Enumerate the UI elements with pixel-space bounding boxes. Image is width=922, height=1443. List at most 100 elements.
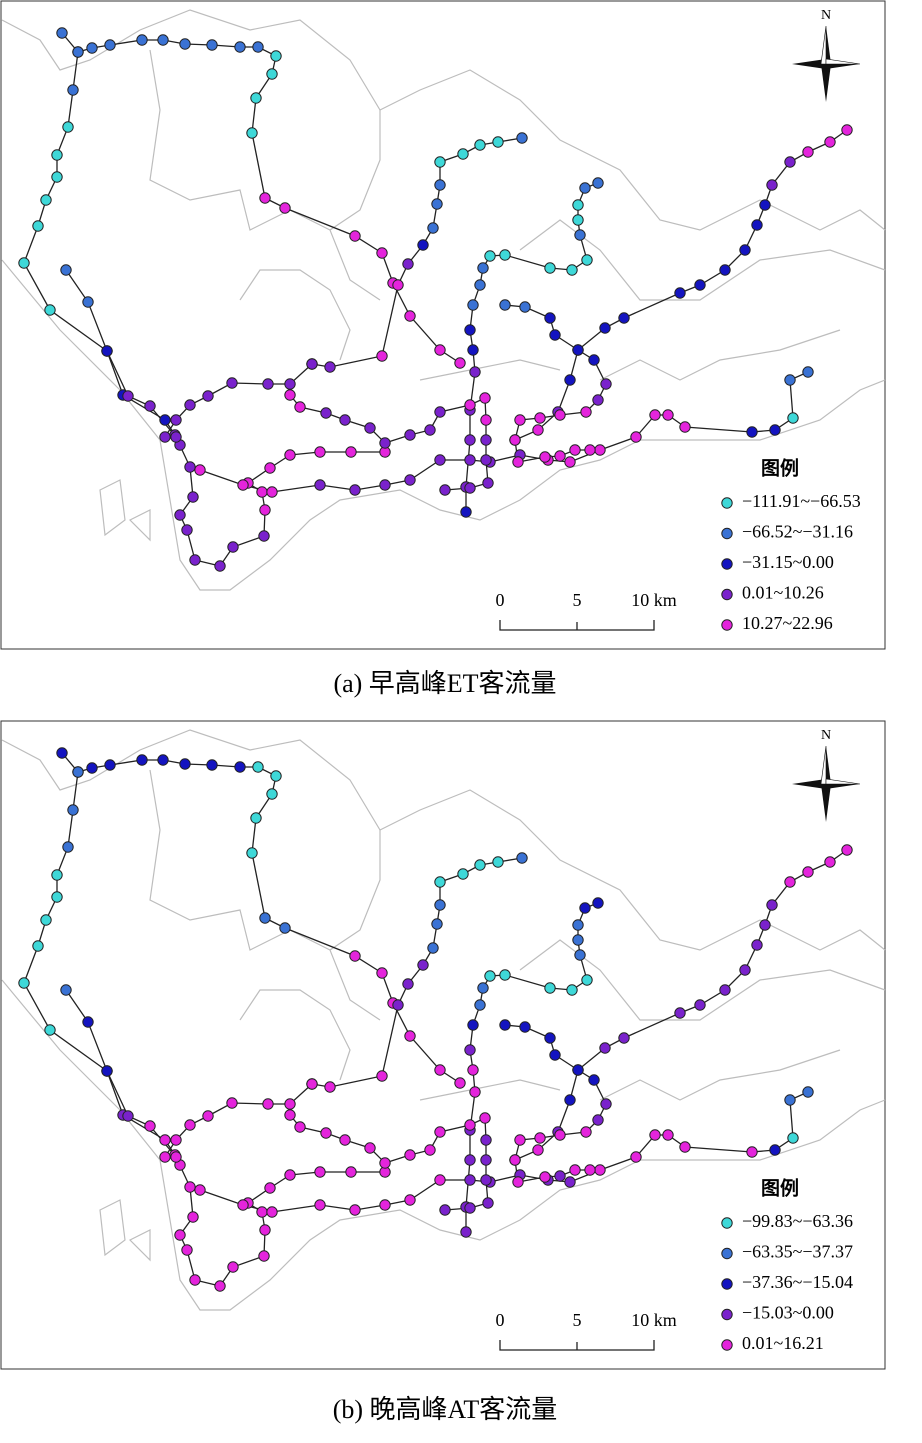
station <box>649 409 661 421</box>
station <box>237 479 249 491</box>
station <box>769 424 781 436</box>
station <box>467 344 479 356</box>
station <box>264 1182 276 1194</box>
boundary <box>519 219 886 301</box>
station <box>564 374 576 386</box>
station <box>554 450 566 462</box>
caption: (b) 晚高峰AT客流量 <box>333 1395 558 1424</box>
station <box>258 530 270 542</box>
station <box>694 279 706 291</box>
station <box>694 999 706 1011</box>
legend-label: 10.27~22.96 <box>742 613 833 633</box>
boundary <box>1 259 886 591</box>
station <box>349 1204 361 1216</box>
station <box>439 484 451 496</box>
station <box>266 1206 278 1218</box>
station <box>464 454 476 466</box>
station <box>379 479 391 491</box>
station <box>514 1134 526 1146</box>
station <box>404 474 416 486</box>
station <box>339 414 351 426</box>
station <box>599 322 611 334</box>
station <box>569 444 581 456</box>
station <box>841 844 853 856</box>
station <box>512 1176 524 1188</box>
station <box>769 1144 781 1156</box>
station <box>579 902 591 914</box>
station <box>284 449 296 461</box>
station <box>67 84 79 96</box>
station <box>314 1166 326 1178</box>
station <box>174 509 186 521</box>
station <box>574 229 586 241</box>
station <box>51 891 63 903</box>
station <box>266 486 278 498</box>
station <box>136 754 148 766</box>
station <box>434 1174 446 1186</box>
station <box>284 378 296 390</box>
boundary <box>1 979 886 1311</box>
legend-swatch <box>721 558 733 570</box>
station <box>474 999 486 1011</box>
station <box>572 344 584 356</box>
station <box>264 462 276 474</box>
station <box>179 38 191 50</box>
station <box>60 264 72 276</box>
station <box>751 939 763 951</box>
legend-swatch <box>721 527 733 540</box>
station <box>62 121 74 133</box>
station <box>457 868 469 880</box>
station <box>460 1226 472 1238</box>
station <box>427 942 439 954</box>
boundary <box>329 110 381 231</box>
boundary <box>128 1229 151 1262</box>
station <box>189 554 201 566</box>
boundary <box>1 729 886 951</box>
station <box>402 258 414 270</box>
station <box>314 446 326 458</box>
station <box>379 1157 391 1169</box>
station <box>214 1280 226 1292</box>
station <box>592 394 604 406</box>
scale-label: 10 km <box>631 590 677 610</box>
station <box>246 127 258 139</box>
station <box>266 68 278 80</box>
station <box>227 541 239 553</box>
station <box>480 434 492 446</box>
station <box>766 899 778 911</box>
station <box>51 869 63 881</box>
station <box>227 1261 239 1273</box>
map-panel: N 图例 −111.91~−66.53 −66.52~−31.16 −31.15~0.0… <box>0 0 886 650</box>
station <box>104 39 116 51</box>
station <box>258 1250 270 1262</box>
station <box>104 759 116 771</box>
station <box>179 758 191 770</box>
station <box>434 179 446 191</box>
boundary <box>419 359 561 381</box>
station <box>469 366 481 378</box>
station <box>519 301 531 313</box>
boundary <box>99 1199 126 1257</box>
station <box>324 361 336 373</box>
station <box>499 969 511 981</box>
station <box>572 214 584 226</box>
station <box>784 156 796 168</box>
legend-label: 0.01~10.26 <box>742 583 824 603</box>
station <box>86 42 98 54</box>
station <box>516 852 528 864</box>
station <box>279 202 291 214</box>
station <box>674 287 686 299</box>
north-label: N <box>821 728 831 743</box>
station <box>554 1170 566 1182</box>
station <box>417 239 429 251</box>
station <box>262 1098 274 1110</box>
station <box>349 484 361 496</box>
station <box>581 254 593 266</box>
legend-label: −63.35~−37.37 <box>742 1242 853 1262</box>
legend-swatch <box>721 1339 733 1351</box>
station <box>376 247 388 259</box>
station <box>44 304 56 316</box>
station <box>72 766 84 778</box>
station <box>594 444 606 456</box>
station <box>349 230 361 242</box>
